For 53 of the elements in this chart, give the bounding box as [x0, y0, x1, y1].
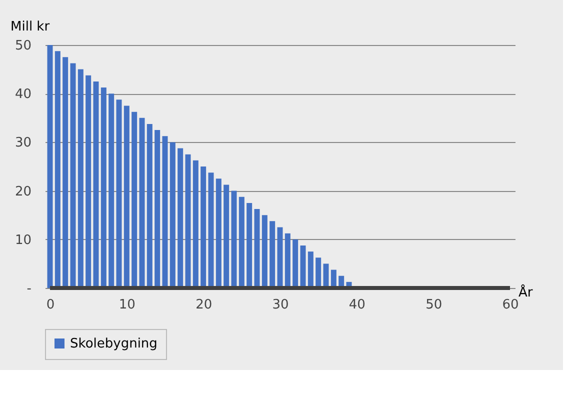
- x-tick-label: 60: [502, 298, 519, 312]
- bar: [308, 252, 314, 288]
- bar: [270, 221, 276, 288]
- bar: [238, 196, 244, 288]
- y-tick-label: 30: [14, 136, 32, 151]
- bar: [292, 239, 298, 288]
- x-tick-label: 30: [272, 298, 289, 312]
- x-axis-title: År: [518, 284, 534, 300]
- bar: [323, 264, 329, 288]
- y-tick-label: 10: [14, 232, 32, 248]
- bar: [146, 124, 152, 288]
- bar: [47, 45, 53, 288]
- y-tick-label: 20: [14, 184, 32, 200]
- bar: [78, 69, 84, 288]
- bar: [93, 81, 99, 288]
- bar: [224, 184, 230, 288]
- bar: [154, 130, 160, 288]
- bar: [185, 154, 191, 288]
- bar: [192, 160, 198, 288]
- bar: [246, 202, 252, 288]
- bar: [200, 166, 206, 288]
- x-tick-label: 40: [348, 298, 366, 312]
- y-axis-title: Mill kr: [10, 20, 50, 34]
- bar: [70, 63, 76, 288]
- bar: [86, 75, 92, 288]
- bar: [216, 178, 222, 288]
- bar: [262, 215, 268, 288]
- bar: [231, 190, 237, 288]
- bar: [284, 233, 290, 288]
- x-tick-label: 10: [118, 298, 136, 312]
- bar: [277, 227, 283, 288]
- y-tick-label: 40: [14, 87, 32, 102]
- bar: [62, 57, 68, 288]
- bar: [208, 172, 214, 288]
- x-tick-label: 0: [46, 298, 55, 312]
- bar: [116, 100, 122, 288]
- y-tick-label: 50: [14, 38, 32, 54]
- bar: [139, 118, 145, 288]
- bar: [178, 148, 184, 288]
- bar: [108, 94, 114, 288]
- bar: [124, 106, 130, 288]
- bar: [254, 209, 260, 288]
- bar: [316, 258, 322, 288]
- x-tick-label: 20: [196, 298, 212, 312]
- bar: [132, 112, 138, 288]
- bar: [162, 136, 168, 288]
- legend-label: Skolebygning: [70, 336, 158, 352]
- y-tick-label: -: [26, 282, 32, 296]
- bar: [100, 88, 106, 288]
- x-tick-label: 50: [426, 298, 442, 312]
- bar: [54, 51, 60, 288]
- bar: [300, 245, 306, 288]
- bar: [170, 142, 176, 288]
